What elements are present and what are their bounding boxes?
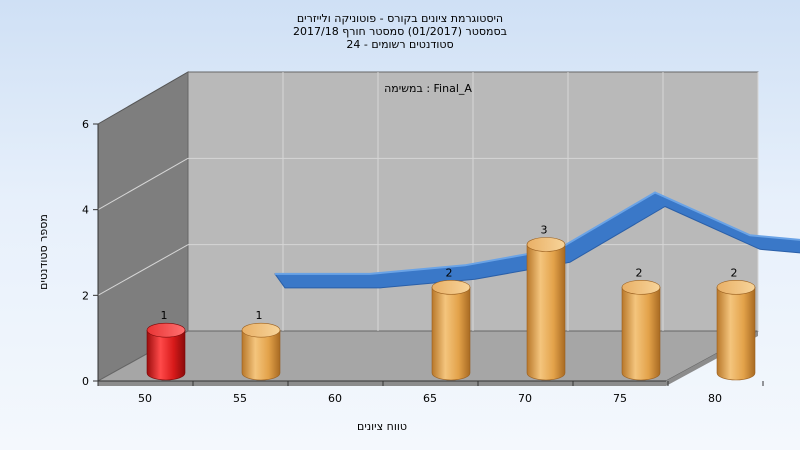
y-tick-label: 6 xyxy=(82,118,89,131)
bar-body xyxy=(621,287,661,381)
bar-top xyxy=(526,237,566,252)
bar-top xyxy=(716,280,756,295)
bar-top xyxy=(241,322,281,338)
floor-front-edge xyxy=(98,381,666,386)
bar-body xyxy=(146,329,186,381)
bar-body xyxy=(431,287,471,381)
chart-title-line-1: היסטוגרמת ציונים בקורס - פוטוניקה ולייזר… xyxy=(297,12,503,25)
x-axis-ticks: 50556065707580859095100 xyxy=(97,381,764,405)
bar-top xyxy=(146,322,186,338)
bar-body xyxy=(241,329,281,381)
trend-ribbon-highlight xyxy=(275,191,800,275)
y-axis-label: מספר סטודנטים xyxy=(37,214,50,290)
bar-body xyxy=(526,244,566,381)
x-tick-label: 70 xyxy=(518,392,532,405)
y-tick-label: 2 xyxy=(82,289,89,302)
bar-70: 3 xyxy=(526,224,566,381)
assignment-annotation: במשימה : Final_A xyxy=(384,82,472,95)
gridline-side xyxy=(97,157,189,211)
y-tick-label: 0 xyxy=(82,375,89,388)
bar-value-label: 2 xyxy=(731,266,738,279)
bar-body xyxy=(716,287,756,381)
x-tick-label: 65 xyxy=(423,392,437,405)
bar-75: 2 xyxy=(621,266,661,381)
bar-value-label: 2 xyxy=(446,266,453,279)
bars: 1123224312 xyxy=(146,224,756,381)
y-axis-ticks: 0 2 4 6 xyxy=(82,118,98,388)
bar-value-label: 1 xyxy=(161,309,168,322)
bar-65: 2 xyxy=(431,266,471,381)
bar-80: 2 xyxy=(716,266,756,381)
bar-value-label: 1 xyxy=(256,309,263,322)
bar-top xyxy=(431,280,471,295)
x-tick-label: 80 xyxy=(708,392,722,405)
x-tick-label: 55 xyxy=(233,392,247,405)
x-axis-label: טווח ציונים xyxy=(357,420,407,433)
y-tick-label: 4 xyxy=(82,204,89,217)
chart-title-line-2: בסמסטר (01/2017) סמסטר חורף 2017/18 xyxy=(293,25,507,38)
chart-title-line-3: סטודנטים רשומים - 24 xyxy=(346,38,453,51)
gridline-side xyxy=(97,244,189,296)
x-tick-label: 60 xyxy=(328,392,342,405)
bar-value-label: 3 xyxy=(541,224,548,237)
bar-55: 1 xyxy=(241,309,281,381)
bar-value-label: 2 xyxy=(636,266,643,279)
bar-top xyxy=(621,280,661,295)
x-tick-label: 75 xyxy=(613,392,627,405)
x-tick-label: 50 xyxy=(138,392,152,405)
bar-50: 1 xyxy=(146,309,186,381)
